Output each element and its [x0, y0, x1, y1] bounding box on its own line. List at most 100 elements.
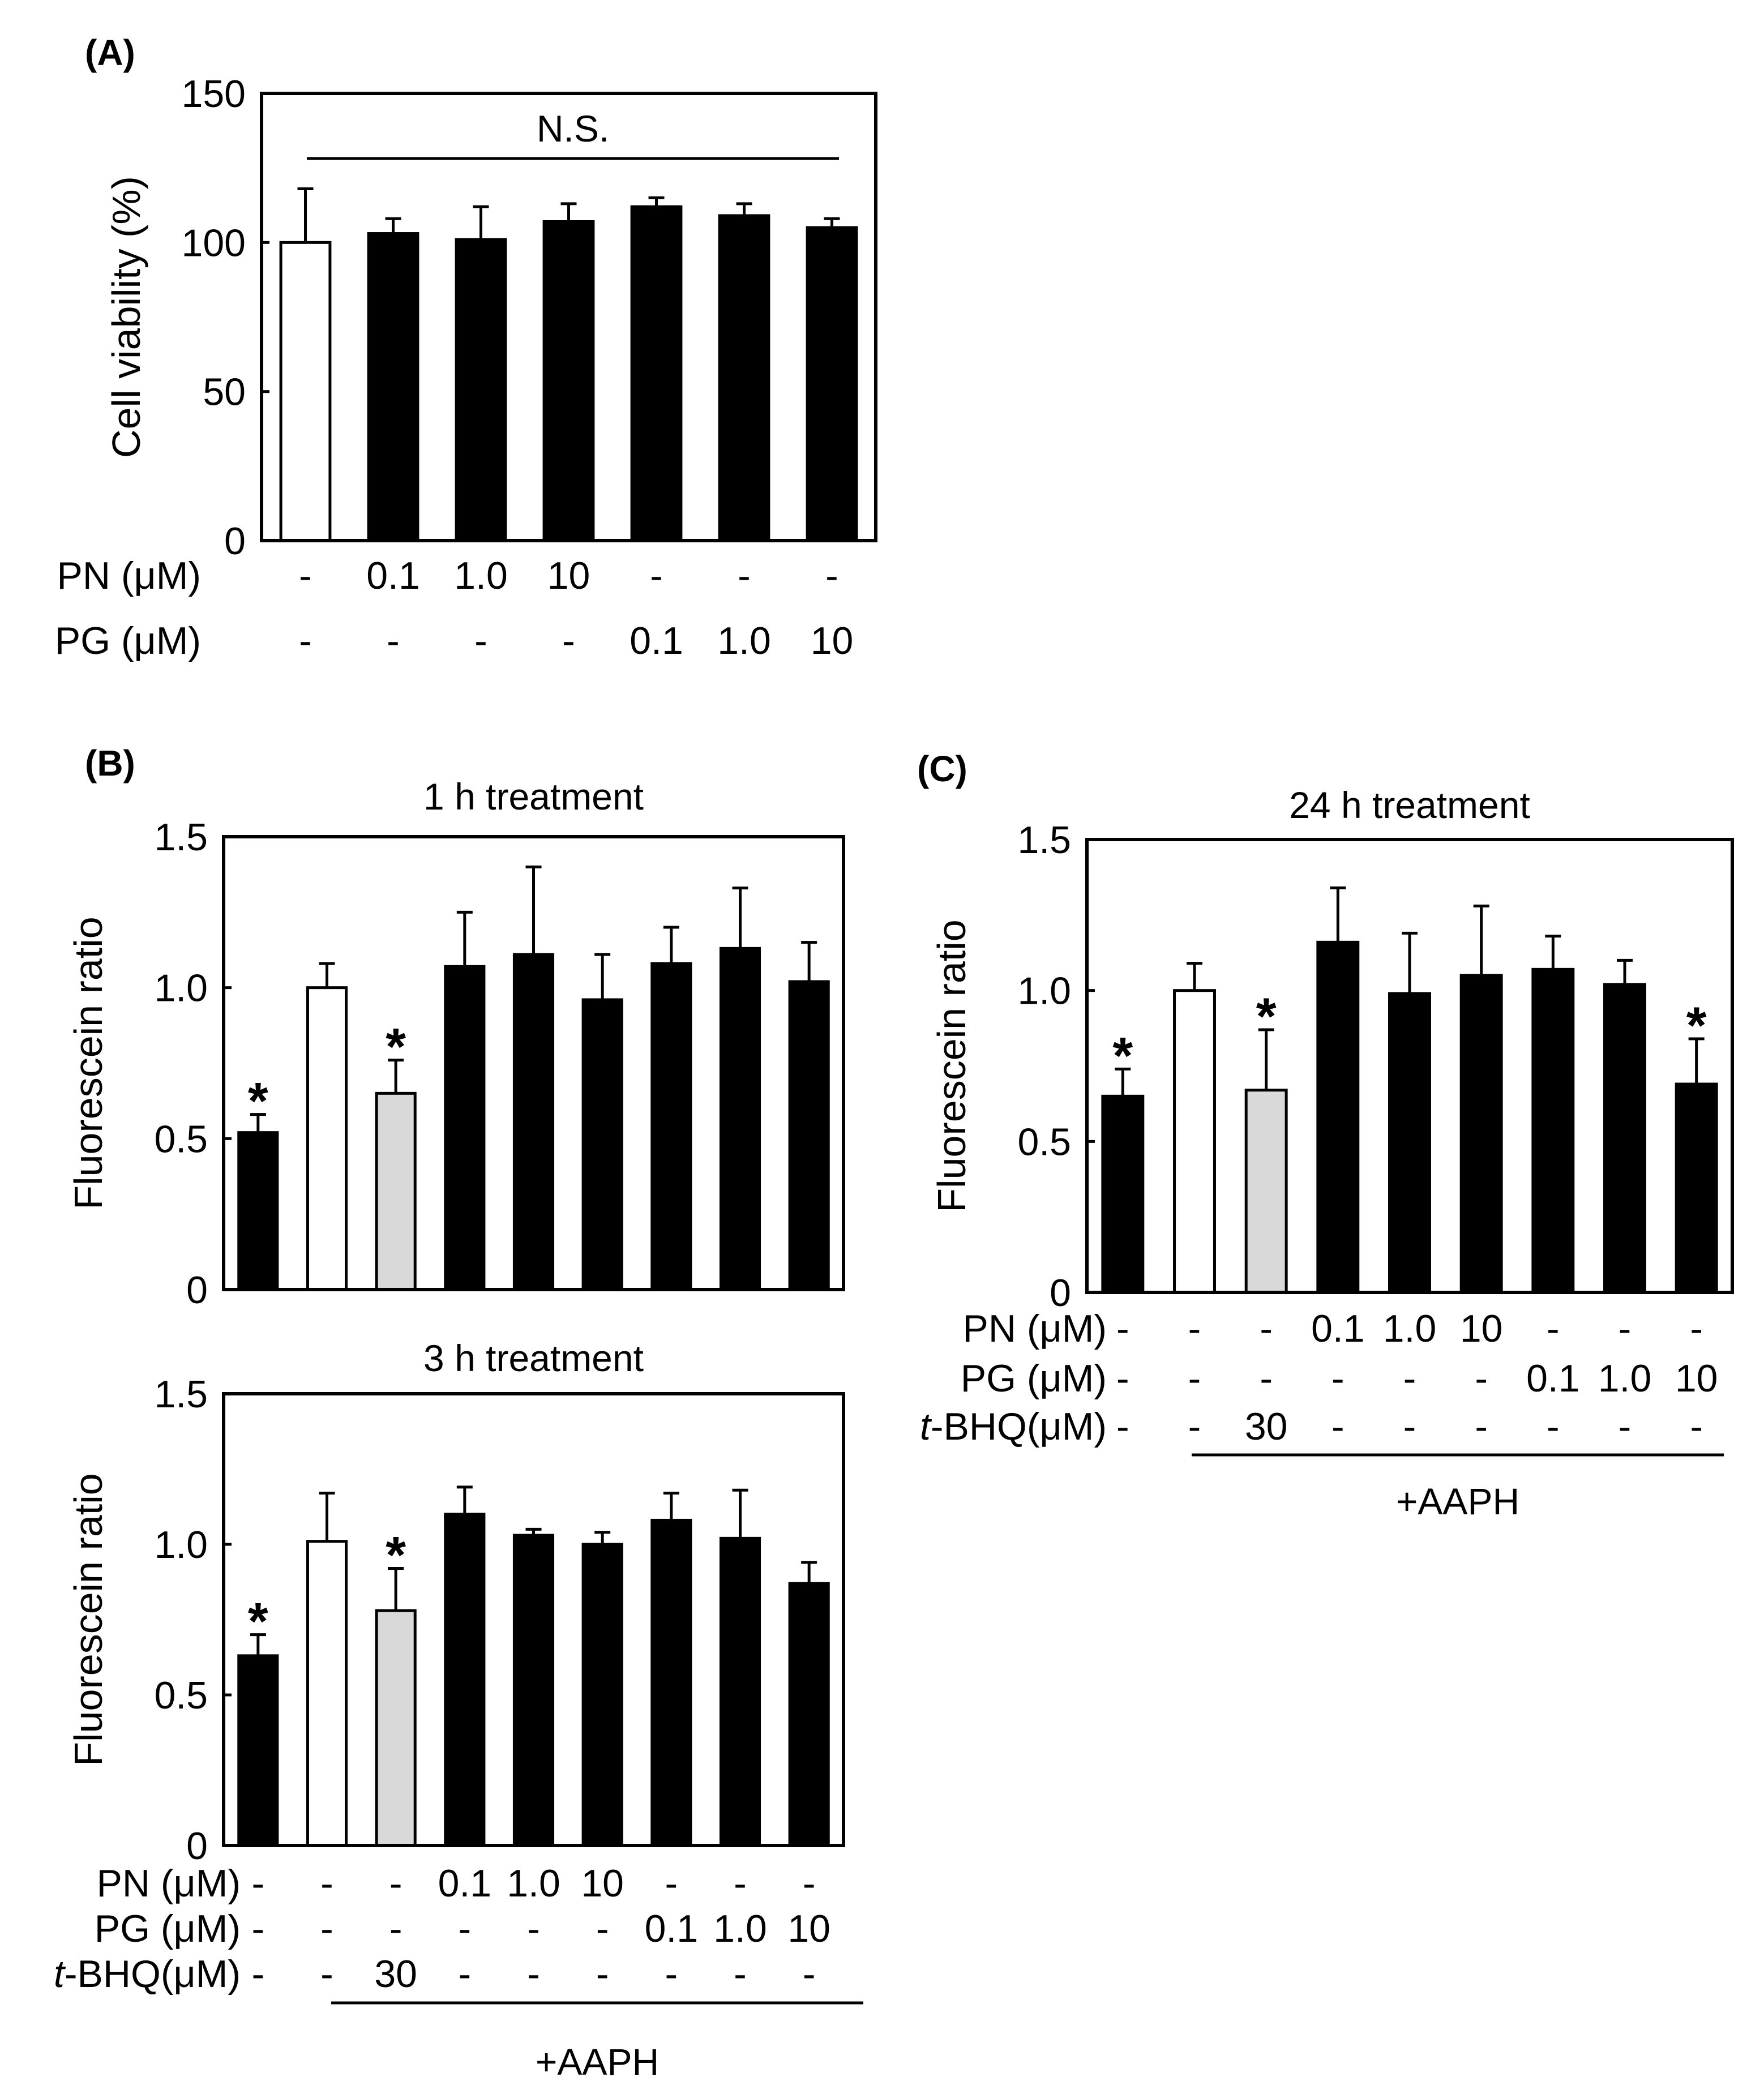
plot-frame — [222, 1392, 845, 1847]
bar — [806, 226, 858, 542]
condition-value: - — [803, 1862, 816, 1905]
condition-value: - — [1690, 1307, 1703, 1350]
y-tick-label: 0.5 — [154, 1117, 208, 1161]
condition-value: - — [1619, 1307, 1632, 1350]
bar — [1531, 967, 1575, 1294]
condition-value: - — [562, 619, 575, 662]
bar — [455, 238, 507, 542]
condition-value: 30 — [1245, 1405, 1288, 1448]
condition-value: - — [1116, 1307, 1129, 1350]
y-tick-label: 0.5 — [1017, 1120, 1071, 1163]
plot-frame — [1085, 838, 1734, 1294]
group-label: +AAPH — [536, 2041, 659, 2081]
ns-label: N.S. — [537, 108, 609, 149]
significance-star: * — [386, 1527, 406, 1585]
y-tick-label: 1.5 — [1017, 819, 1071, 862]
chart-title: 24 h treatment — [1289, 784, 1530, 826]
condition-value: - — [1331, 1357, 1345, 1400]
condition-label-text: PG (μM) — [961, 1357, 1107, 1400]
condition-label-text: PG (μM) — [55, 619, 201, 662]
bar — [542, 220, 595, 542]
group-label: +AAPH — [1396, 1480, 1519, 1522]
condition-value: 0.1 — [1311, 1307, 1365, 1350]
bar — [1603, 983, 1646, 1294]
chart-title: 3 h treatment — [423, 1337, 644, 1379]
condition-label: t-BHQ(μM) — [920, 1405, 1107, 1448]
y-tick-label: 1.0 — [1017, 970, 1071, 1013]
bar — [1459, 974, 1503, 1294]
condition-value: - — [1116, 1357, 1129, 1400]
bar — [788, 1582, 830, 1847]
condition-value: - — [527, 1952, 540, 1996]
condition-label-text: -BHQ(μM) — [65, 1952, 241, 1996]
condition-value: - — [596, 1907, 609, 1950]
condition-value: 1.0 — [1598, 1357, 1652, 1400]
bar — [718, 214, 770, 542]
condition-value: - — [1188, 1357, 1201, 1400]
condition-value: - — [1188, 1405, 1201, 1448]
significance-star: * — [386, 1018, 406, 1076]
condition-value: 1.0 — [454, 554, 508, 597]
condition-value: 0.1 — [438, 1862, 492, 1905]
y-tick-label: 0 — [1050, 1271, 1071, 1314]
condition-value: - — [252, 1952, 265, 1996]
bar — [444, 965, 486, 1291]
condition-value: - — [1475, 1405, 1488, 1448]
condition-value: - — [299, 554, 312, 597]
bar — [375, 1609, 417, 1847]
condition-value: - — [320, 1862, 333, 1905]
bar — [1388, 992, 1431, 1294]
chart-2: (B) 1 h treatment * * 0 0.5 1.0 1.5 Fluorescein … — [66, 743, 845, 1312]
condition-value: - — [1116, 1405, 1129, 1448]
condition-value: 0.1 — [366, 554, 420, 597]
condition-value: 10 — [1460, 1307, 1503, 1350]
condition-label: t-BHQ(μM) — [54, 1952, 241, 1996]
y-axis-title: Cell viability (%) — [104, 176, 148, 458]
condition-value: - — [665, 1952, 678, 1996]
condition-value: 10 — [1675, 1357, 1718, 1400]
bar — [375, 1091, 417, 1291]
y-tick-label: 1.5 — [154, 1373, 208, 1416]
condition-value: - — [665, 1862, 678, 1905]
y-tick-label: 0 — [186, 1269, 208, 1312]
plot-frame — [260, 92, 877, 542]
significance-star: * — [1112, 1027, 1133, 1085]
y-axis-title: Fluorescein ratio — [66, 1473, 110, 1766]
condition-value: - — [596, 1952, 609, 1996]
condition-value: 1.0 — [1383, 1307, 1437, 1350]
panel-label: (C) — [917, 748, 967, 789]
bar — [1101, 1094, 1145, 1294]
chart-1: (A) 0 50 100 150 Cell viability (%) N.S. PN (μM… — [55, 32, 877, 662]
condition-value: - — [1475, 1357, 1488, 1400]
condition-value: - — [1260, 1357, 1273, 1400]
y-tick-label: 1.5 — [154, 816, 208, 859]
condition-value: - — [459, 1952, 472, 1996]
condition-value: - — [734, 1862, 747, 1905]
condition-value: 30 — [374, 1952, 417, 1996]
condition-value: - — [474, 619, 487, 662]
bar — [581, 998, 623, 1291]
condition-value: 0.1 — [645, 1907, 699, 1950]
bar — [512, 1534, 555, 1847]
condition-value: - — [389, 1862, 403, 1905]
condition-value: - — [1547, 1307, 1560, 1350]
condition-label: PG (μM) — [961, 1357, 1107, 1400]
condition-value: 10 — [581, 1862, 624, 1905]
condition-label-text: -BHQ(μM) — [931, 1405, 1107, 1448]
condition-value: - — [320, 1907, 333, 1950]
condition-value: - — [803, 1952, 816, 1996]
significance-star: * — [1686, 997, 1707, 1055]
condition-value: - — [825, 554, 838, 597]
chart-title: 1 h treatment — [423, 776, 644, 817]
condition-value: 1.0 — [717, 619, 771, 662]
y-tick-label: 1.0 — [154, 967, 208, 1010]
condition-value: - — [738, 554, 751, 597]
condition-value: - — [527, 1907, 540, 1950]
condition-value: - — [1331, 1405, 1345, 1448]
y-tick-label: 1.0 — [154, 1523, 208, 1566]
y-axis-title: Fluorescein ratio — [66, 917, 110, 1209]
condition-value: 1.0 — [507, 1862, 560, 1905]
significance-star: * — [248, 1593, 268, 1651]
condition-label-text: PN (μM) — [963, 1307, 1107, 1350]
